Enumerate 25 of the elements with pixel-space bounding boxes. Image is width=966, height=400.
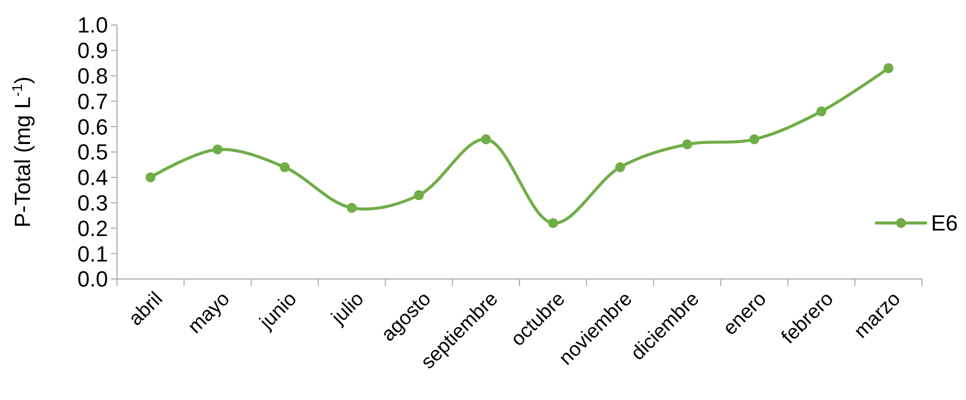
point	[346, 202, 357, 213]
y-tick-label: 0.0	[77, 266, 108, 292]
point	[749, 134, 760, 144]
x-tick-label: julio	[326, 288, 368, 330]
point	[414, 190, 424, 200]
y-tick-label: 1.0	[77, 12, 108, 38]
y-tick-label: 0.8	[77, 64, 108, 88]
legend-label: E6	[931, 210, 958, 236]
point	[212, 144, 223, 154]
y-tick-label: 0.9	[77, 38, 108, 64]
y-tick-label: 0.7	[77, 88, 108, 114]
y-tick-label: 0.2	[77, 216, 108, 241]
y-tick-label: 0.1	[77, 241, 108, 266]
point	[480, 134, 491, 144]
point	[816, 106, 826, 116]
point	[615, 162, 626, 172]
y-tick-label: 0.4	[77, 165, 108, 190]
point	[548, 218, 558, 228]
point	[682, 139, 692, 150]
point	[146, 172, 156, 182]
y-tick-label: 0.6	[77, 114, 108, 140]
point	[883, 63, 894, 74]
point	[280, 162, 290, 172]
y-tick-label: 0.3	[77, 190, 108, 216]
y-tick-label: 0.5	[77, 140, 108, 165]
